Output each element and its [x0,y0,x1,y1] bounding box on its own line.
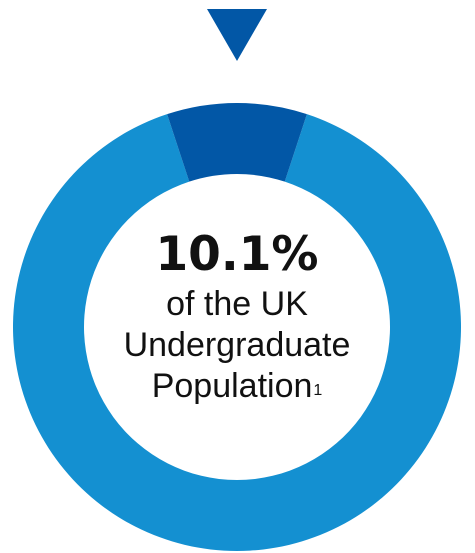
donut-segment-highlight [167,102,307,182]
center-caption-line-3: Population1 [117,366,357,407]
center-label: 10.1% of the UK Undergraduate Population… [117,226,357,407]
donut-segment-remainder [13,114,462,551]
center-caption-line-2: Undergraduate [123,326,351,364]
footnote-marker: 1 [313,382,323,399]
center-value: 10.1% [155,227,319,282]
pointer-triangle-icon [207,9,267,61]
center-caption-line-1: of the UK [166,285,308,323]
center-caption-line-3-text: Population [151,367,313,405]
